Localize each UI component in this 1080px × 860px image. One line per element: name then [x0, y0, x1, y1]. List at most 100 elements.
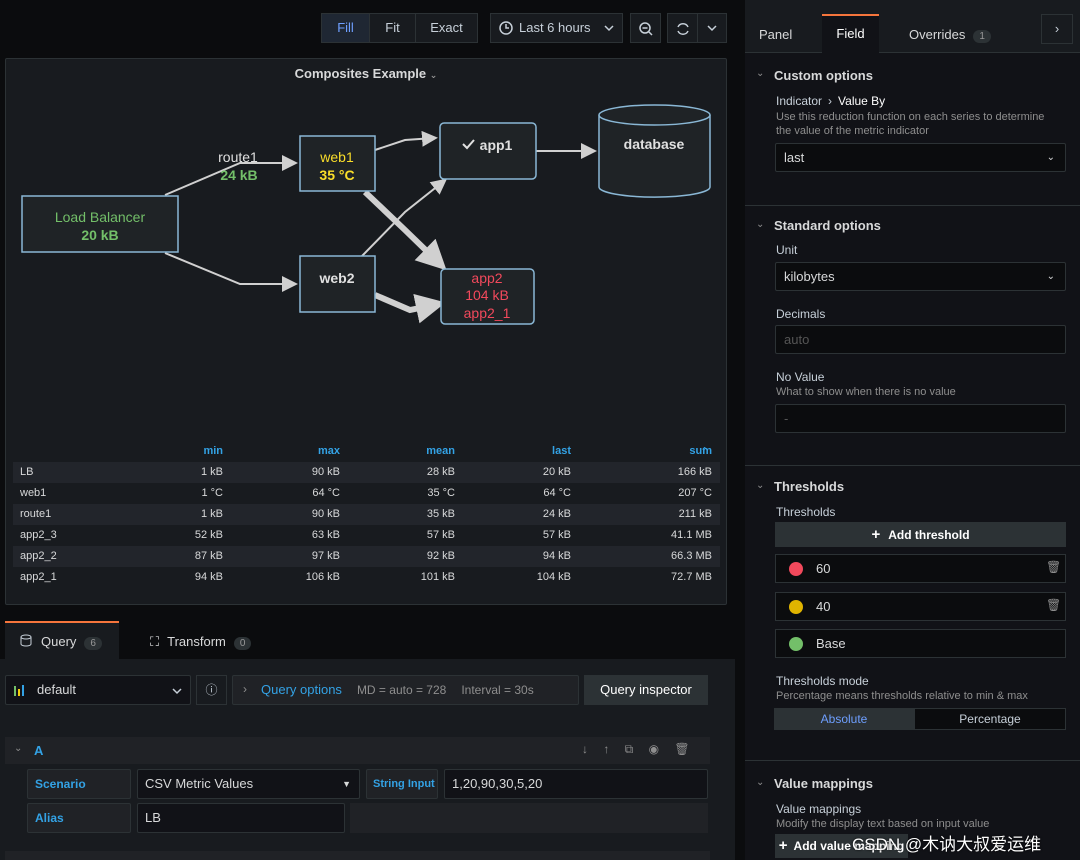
node-app1[interactable] [439, 122, 537, 180]
section-title[interactable]: Value mappings [774, 776, 873, 791]
threshold-color[interactable] [789, 637, 803, 651]
breadcrumb: Indicator › Value By [776, 94, 886, 108]
description: Percentage means thresholds relative to … [776, 690, 1028, 702]
table-row [13, 567, 720, 588]
next-row [5, 851, 710, 860]
delete-icon[interactable]: 🗑 [1046, 560, 1062, 574]
add-value-mapping-button[interactable]: + Add value mapping [775, 834, 908, 858]
query-inspector-button[interactable]: Query inspector [584, 675, 708, 705]
edge-value: 24 kB [220, 167, 257, 183]
node-app2[interactable] [440, 268, 535, 325]
cell: 41.1 MB [671, 529, 712, 541]
query-options-label: Query options [261, 682, 342, 697]
threshold-step[interactable] [775, 554, 1066, 583]
no-value-input[interactable]: - [775, 404, 1066, 433]
collapse-icon: ⌄ [756, 219, 765, 230]
mode-option[interactable]: Absolute [774, 708, 914, 730]
query-options[interactable]: Query options MD = auto = 728 Interval = 3… [232, 675, 579, 705]
delete-icon[interactable]: 🗑 [1046, 597, 1062, 612]
string-input[interactable]: 1,20,90,30,5,20 [444, 769, 708, 799]
section-title[interactable]: Custom options [774, 68, 873, 83]
refresh-button[interactable] [667, 13, 698, 43]
edges [164, 130, 597, 324]
fill-button[interactable]: Fill [321, 13, 370, 43]
sort-icon: ⌃ [700, 446, 710, 458]
cell: 57 kB [542, 529, 571, 541]
cell: 72.7 MB [671, 571, 712, 583]
threshold-value: 40 [816, 598, 831, 614]
cell: 207 °C [678, 487, 712, 499]
chevron-right: › [243, 682, 247, 696]
node-web2[interactable] [299, 255, 376, 313]
section-title[interactable]: Standard options [774, 218, 881, 233]
table-row [13, 504, 720, 525]
cell: 28 kB [426, 466, 455, 478]
datasource-icon [14, 685, 24, 696]
series-name: route1 [20, 508, 52, 520]
scenario-label: Scenario [27, 769, 131, 799]
unit-select[interactable]: kilobytes ⌄ [775, 262, 1066, 291]
section-title[interactable]: Thresholds [774, 479, 845, 494]
cell: 87 kB [194, 550, 223, 562]
cell: 52 kB [194, 529, 223, 541]
node-series: app2_1 [464, 305, 511, 321]
threshold-step[interactable] [775, 591, 1066, 621]
cell: 94 kB [194, 571, 223, 583]
crumb: Value By [838, 94, 886, 108]
expand-button[interactable]: › [1041, 14, 1073, 44]
column-header[interactable]: mean [426, 445, 455, 457]
table-row [13, 483, 720, 504]
cell: 64 °C [312, 487, 340, 499]
time-picker[interactable]: Last 6 hours [490, 13, 623, 43]
alias-input[interactable]: LB [137, 803, 345, 833]
column-header[interactable]: max [317, 445, 340, 457]
tab-count: 1 [973, 30, 991, 43]
node-load-balancer[interactable] [21, 195, 179, 253]
help-button[interactable]: ⓘ [196, 675, 227, 705]
threshold-step[interactable] [775, 629, 1066, 658]
node-value: 20 kB [81, 227, 118, 243]
add-threshold-button[interactable]: + Add threshold [775, 522, 1066, 547]
zoom-out-button[interactable] [630, 13, 661, 43]
panel-title[interactable]: Composites Example ⌄ [294, 66, 438, 81]
filler [350, 803, 708, 833]
node-label: app1 [480, 137, 513, 153]
series-name: app2_3 [20, 529, 57, 541]
refresh-interval-button[interactable] [697, 13, 727, 43]
database-icon [20, 634, 32, 647]
datasource-picker[interactable]: default [5, 675, 191, 705]
field-tab[interactable]: Field [822, 14, 879, 53]
cell: 1 kB [200, 508, 223, 520]
field-label: Decimals [776, 307, 826, 321]
ref-id: A [34, 743, 44, 758]
node-value: 104 kB [465, 287, 509, 303]
transform-tab[interactable]: ⛶ Transform 0 [150, 634, 252, 650]
chevron [604, 25, 614, 32]
scenario-select[interactable]: CSV Metric Values ▼ [137, 769, 360, 799]
select[interactable]: last ⌄ [775, 143, 1066, 172]
field-label: No Value [776, 370, 825, 384]
decimals-input[interactable]: auto [775, 325, 1066, 354]
cell: 1 °C [201, 487, 223, 499]
column-header[interactable]: last [552, 445, 571, 457]
overrides-tab[interactable]: Overrides 1 [909, 27, 991, 43]
threshold-color[interactable] [789, 599, 803, 614]
threshold-color[interactable] [789, 562, 803, 576]
description: What to show when there is no value [776, 386, 956, 398]
string-input-label: String Input [366, 769, 438, 799]
fit-button[interactable]: Fit [369, 13, 416, 43]
node-web1[interactable] [299, 135, 376, 192]
exact-button[interactable]: Exact [415, 13, 478, 43]
node-database[interactable] [598, 115, 711, 198]
collapse-icon: ⌄ [14, 743, 23, 754]
column-header[interactable]: min [203, 445, 223, 457]
description: Use this reduction function on each seri… [776, 111, 1045, 137]
query-row-header[interactable] [5, 737, 710, 764]
panel-tab[interactable]: Panel [759, 27, 793, 42]
panel-title-text: Composites Example [294, 66, 427, 81]
node-label: Load Balancer [55, 209, 146, 225]
mode-option[interactable]: Percentage [914, 708, 1066, 730]
description: Modify the display text based on input v… [776, 818, 990, 830]
column-header[interactable]: sum [689, 445, 712, 457]
cell: 106 kB [305, 571, 340, 583]
